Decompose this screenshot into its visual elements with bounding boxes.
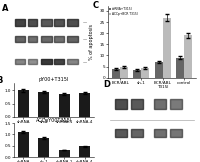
Bar	[41, 36, 52, 42]
Bar	[59, 150, 70, 157]
Text: —: —	[83, 37, 87, 41]
Bar	[41, 59, 52, 64]
Bar	[79, 93, 90, 117]
Bar	[115, 129, 127, 137]
Bar	[184, 35, 192, 78]
Text: —: —	[83, 60, 87, 64]
Bar	[120, 67, 128, 78]
Bar	[170, 129, 182, 137]
Text: —: —	[83, 21, 87, 25]
Text: A: A	[2, 4, 9, 13]
Bar	[18, 90, 29, 117]
Bar	[54, 19, 64, 26]
Bar	[79, 146, 90, 157]
Bar	[67, 36, 78, 42]
Bar	[155, 62, 163, 78]
Bar	[28, 59, 37, 64]
Bar	[154, 129, 166, 137]
Bar	[131, 129, 143, 137]
Bar	[163, 18, 171, 78]
Bar	[170, 99, 182, 109]
Bar	[41, 19, 52, 26]
Bar	[15, 59, 25, 64]
Bar	[67, 59, 78, 64]
Bar	[131, 99, 143, 109]
Bar	[28, 36, 37, 42]
Bar	[28, 19, 37, 26]
Text: B: B	[0, 76, 3, 86]
Title: ACCpY00T315I: ACCpY00T315I	[36, 118, 72, 123]
Bar	[141, 68, 149, 78]
Bar	[115, 99, 127, 109]
Bar	[54, 59, 64, 64]
Title: pY00+T315I: pY00+T315I	[39, 77, 69, 82]
Bar	[38, 138, 49, 157]
Text: D: D	[104, 80, 111, 89]
Bar	[154, 99, 166, 109]
Bar	[54, 36, 64, 42]
Bar	[59, 94, 70, 117]
Y-axis label: % of apoptosis: % of apoptosis	[89, 24, 94, 60]
Bar	[38, 92, 49, 117]
Bar	[15, 36, 25, 42]
Legend: shRNA+T315I, ACCp+BCR T315I: shRNA+T315I, ACCp+BCR T315I	[109, 7, 138, 16]
Bar	[67, 19, 78, 26]
Bar	[176, 58, 184, 78]
Bar	[112, 69, 120, 78]
Bar	[133, 70, 141, 78]
Bar	[15, 19, 25, 26]
Bar	[18, 132, 29, 157]
Text: C: C	[92, 1, 98, 10]
